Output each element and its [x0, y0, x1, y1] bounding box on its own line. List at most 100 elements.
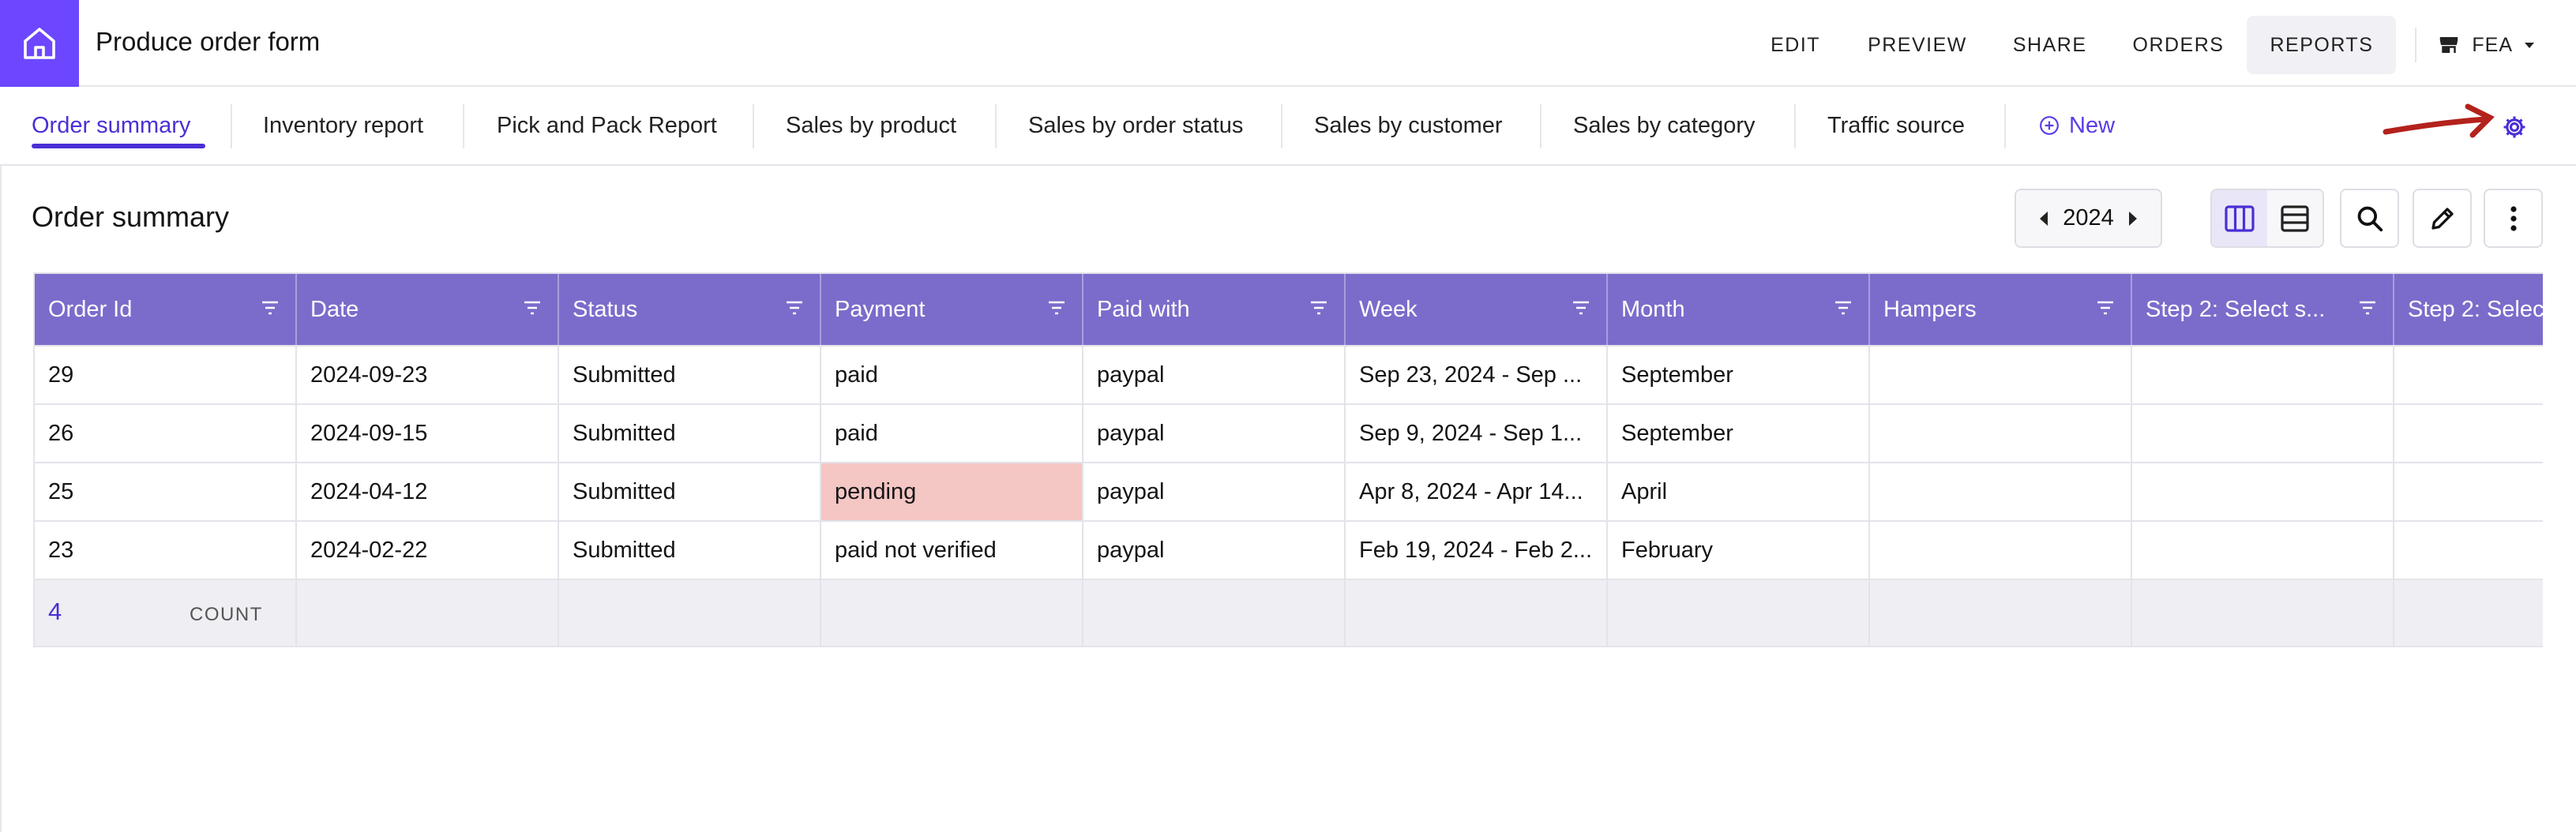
column-header[interactable]: Week [1346, 274, 1608, 345]
cell-paid-with[interactable]: paypal [1083, 347, 1346, 403]
tab-order-summary[interactable]: Order summary [32, 112, 191, 138]
filter-icon[interactable] [523, 300, 542, 316]
cell-paid-with[interactable]: paypal [1083, 405, 1346, 462]
cell-week[interactable]: Feb 19, 2024 - Feb 2... [1346, 522, 1608, 579]
filter-icon[interactable] [261, 300, 280, 316]
filter-icon[interactable] [1047, 300, 1066, 316]
cell-step2b[interactable] [2394, 522, 2543, 579]
table-row[interactable]: 25 2024-04-12 Submitted pending paypal A… [35, 462, 2543, 520]
nav-reports[interactable]: REPORTS [2247, 16, 2397, 74]
footer-cell[interactable] [1608, 580, 1870, 646]
tab-sales-by-product[interactable]: Sales by product [786, 112, 957, 138]
workspace-menu[interactable]: FEA [2437, 16, 2576, 74]
rows-view-button[interactable] [2267, 190, 2323, 246]
filter-icon[interactable] [785, 300, 804, 316]
tab-pick-and-pack-report[interactable]: Pick and Pack Report [497, 112, 717, 138]
tab-sales-by-category[interactable]: Sales by category [1573, 112, 1756, 138]
cell-step2[interactable] [2132, 463, 2394, 520]
edit-button[interactable] [2413, 189, 2472, 248]
cell-order-id[interactable]: 29 [35, 347, 297, 403]
nav-share[interactable]: SHARE [2012, 33, 2087, 56]
column-header[interactable]: Order Id [35, 274, 297, 345]
cell-step2b[interactable] [2394, 347, 2543, 403]
filter-icon[interactable] [1572, 300, 1590, 316]
cell-month[interactable]: February [1608, 522, 1870, 579]
column-header[interactable]: Payment [821, 274, 1083, 345]
table-row[interactable]: 23 2024-02-22 Submitted paid not verifie… [35, 520, 2543, 579]
footer-cell[interactable] [297, 580, 559, 646]
cell-order-id[interactable]: 23 [35, 522, 297, 579]
gear-icon[interactable] [2501, 114, 2528, 141]
filter-icon[interactable] [1309, 300, 1328, 316]
more-options-button[interactable] [2484, 189, 2543, 248]
search-button[interactable] [2340, 189, 2399, 248]
cell-status[interactable]: Submitted [559, 405, 821, 462]
filter-icon[interactable] [2096, 300, 2115, 316]
cell-status[interactable]: Submitted [559, 522, 821, 579]
new-report-label: New [2069, 112, 2116, 138]
cell-date[interactable]: 2024-09-23 [297, 347, 559, 403]
cell-date[interactable]: 2024-02-22 [297, 522, 559, 579]
column-header[interactable]: Status [559, 274, 821, 345]
footer-cell[interactable] [2132, 580, 2394, 646]
caret-right-icon[interactable] [2127, 210, 2139, 227]
cell-status[interactable]: Submitted [559, 347, 821, 403]
cell-step2b[interactable] [2394, 463, 2543, 520]
order-summary-table: Order Id Date Status Payment Paid with W… [33, 272, 2543, 647]
footer-cell[interactable] [559, 580, 821, 646]
filter-icon[interactable] [1834, 300, 1853, 316]
cell-paid-with[interactable]: paypal [1083, 522, 1346, 579]
cell-hampers[interactable] [1870, 463, 2132, 520]
nav-edit[interactable]: EDIT [1771, 33, 1821, 56]
cell-payment[interactable]: paid [821, 405, 1083, 462]
footer-cell[interactable] [1083, 580, 1346, 646]
columns-view-button[interactable] [2212, 190, 2267, 246]
column-header[interactable]: Paid with [1083, 274, 1346, 345]
cell-month[interactable]: September [1608, 405, 1870, 462]
cell-month[interactable]: September [1608, 347, 1870, 403]
cell-hampers[interactable] [1870, 522, 2132, 579]
tab-sales-by-customer[interactable]: Sales by customer [1314, 112, 1503, 138]
cell-week[interactable]: Sep 23, 2024 - Sep ... [1346, 347, 1608, 403]
table-header: Order Id Date Status Payment Paid with W… [35, 274, 2543, 345]
tab-traffic-source[interactable]: Traffic source [1827, 112, 1966, 138]
cell-payment[interactable]: paid [821, 347, 1083, 403]
filter-icon[interactable] [2358, 300, 2377, 316]
caret-left-icon[interactable] [2038, 210, 2049, 227]
cell-step2[interactable] [2132, 405, 2394, 462]
tab-sales-by-order-status[interactable]: Sales by order status [1028, 112, 1244, 138]
table-row[interactable]: 26 2024-09-15 Submitted paid paypal Sep … [35, 403, 2543, 462]
tab-inventory-report[interactable]: Inventory report [263, 112, 424, 138]
nav-orders[interactable]: ORDERS [2132, 33, 2225, 56]
cell-paid-with[interactable]: paypal [1083, 463, 1346, 520]
column-header[interactable]: Month [1608, 274, 1870, 345]
column-header[interactable]: Hampers [1870, 274, 2132, 345]
footer-count-cell[interactable]: 4 COUNT [35, 580, 297, 646]
cell-step2[interactable] [2132, 347, 2394, 403]
cell-hampers[interactable] [1870, 347, 2132, 403]
cell-week[interactable]: Apr 8, 2024 - Apr 14... [1346, 463, 1608, 520]
cell-order-id[interactable]: 25 [35, 463, 297, 520]
cell-payment[interactable]: paid not verified [821, 522, 1083, 579]
cell-payment-pending[interactable]: pending [821, 463, 1083, 520]
cell-hampers[interactable] [1870, 405, 2132, 462]
new-report-button[interactable]: New [2039, 87, 2115, 164]
table-row[interactable]: 29 2024-09-23 Submitted paid paypal Sep … [35, 345, 2543, 403]
cell-date[interactable]: 2024-09-15 [297, 405, 559, 462]
cell-month[interactable]: April [1608, 463, 1870, 520]
column-header[interactable]: Date [297, 274, 559, 345]
footer-cell[interactable] [1346, 580, 1608, 646]
home-button[interactable] [0, 0, 79, 87]
cell-status[interactable]: Submitted [559, 463, 821, 520]
footer-cell[interactable] [1870, 580, 2132, 646]
footer-cell[interactable] [821, 580, 1083, 646]
cell-week[interactable]: Sep 9, 2024 - Sep 1... [1346, 405, 1608, 462]
column-header[interactable]: Step 2: Select s... [2132, 274, 2394, 345]
column-header[interactable]: Step 2: Selec [2394, 274, 2543, 345]
cell-step2b[interactable] [2394, 405, 2543, 462]
nav-preview[interactable]: PREVIEW [1868, 33, 1967, 56]
cell-step2[interactable] [2132, 522, 2394, 579]
footer-cell[interactable] [2394, 580, 2543, 646]
cell-order-id[interactable]: 26 [35, 405, 297, 462]
cell-date[interactable]: 2024-04-12 [297, 463, 559, 520]
